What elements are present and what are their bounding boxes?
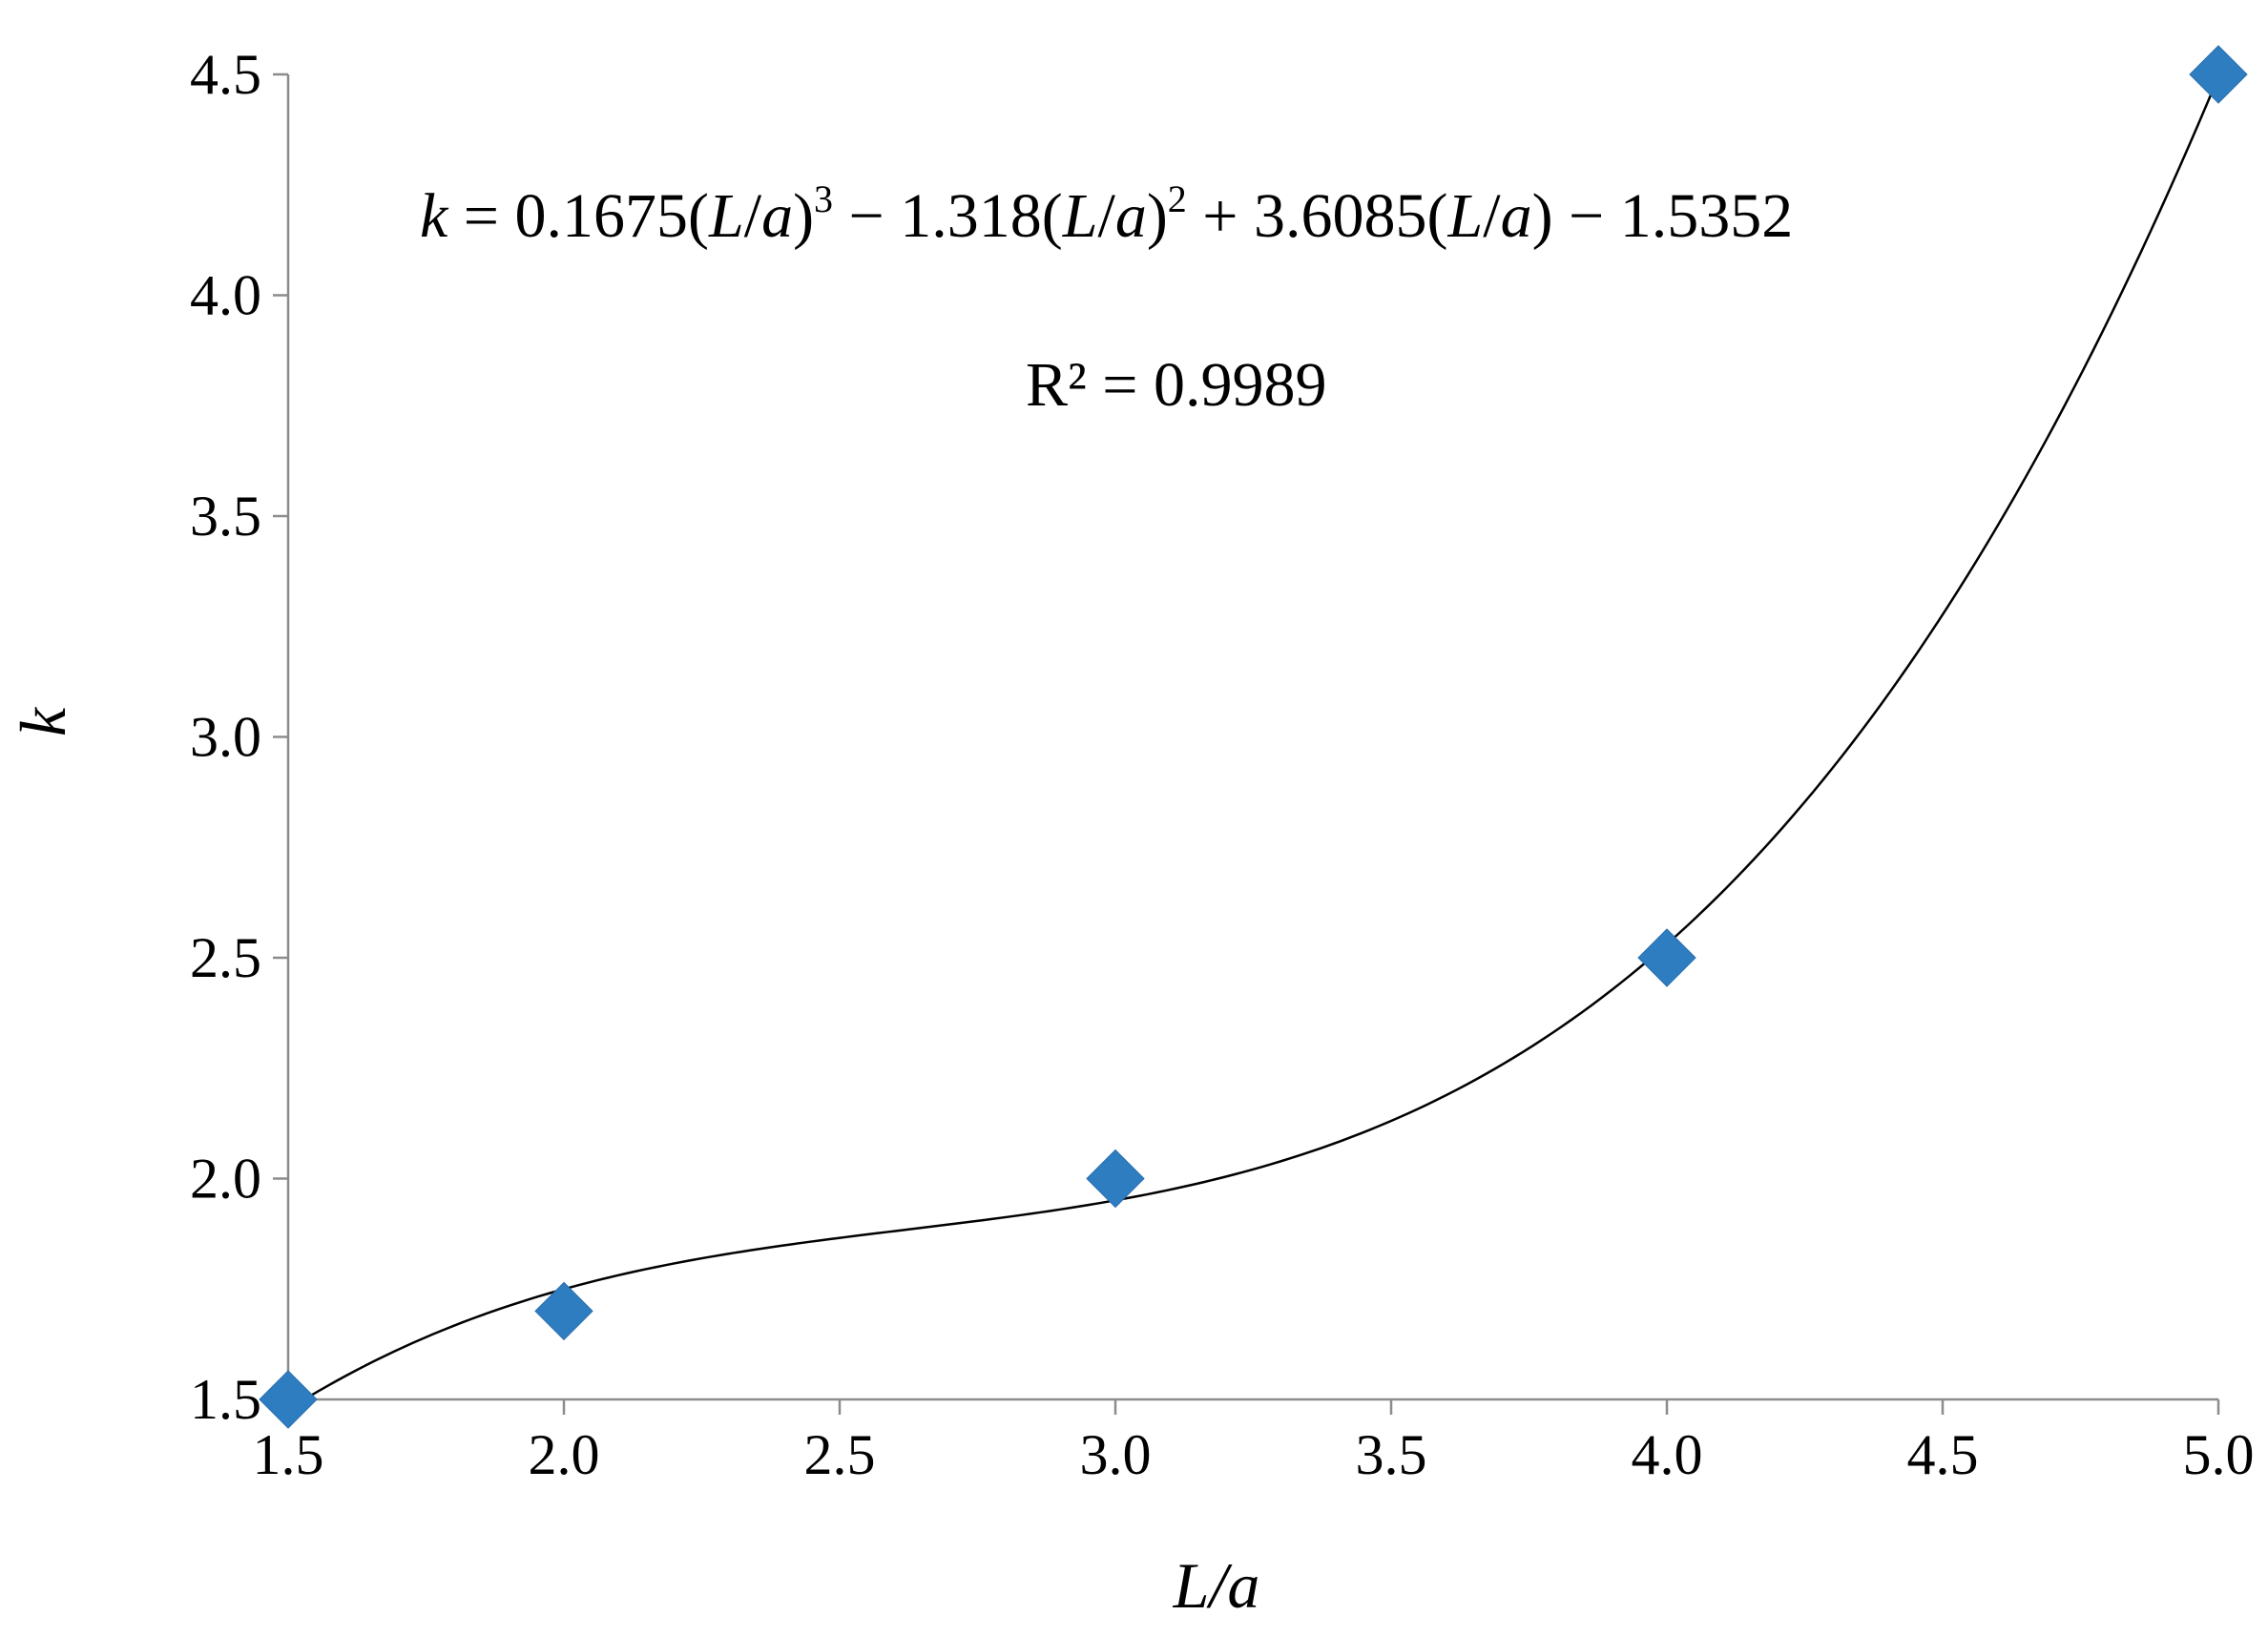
- y-tick-label: 3.5: [190, 485, 261, 548]
- x-tick-label: 2.5: [804, 1423, 876, 1486]
- trendline-equation: k = 0.1675(L/a)3 − 1.318(L/a)2 + 3.6085(…: [420, 177, 1793, 251]
- x-tick-label: 3.5: [1356, 1423, 1427, 1486]
- y-tick-label: 4.0: [190, 264, 261, 327]
- y-tick-label: 3.0: [190, 706, 261, 769]
- axes: [286, 74, 2218, 1401]
- data-point-marker: [1637, 928, 1696, 987]
- y-tick-label: 2.5: [190, 926, 261, 989]
- y-tick-label: 2.0: [190, 1148, 261, 1211]
- data-point-marker: [2189, 45, 2248, 104]
- x-axis-title: L/a: [1173, 1549, 1260, 1622]
- data-markers: [259, 45, 2248, 1429]
- trendline-curve: [287, 75, 2220, 1411]
- data-point-marker: [534, 1281, 593, 1341]
- data-point-marker: [1086, 1149, 1145, 1209]
- y-tick-label: 4.5: [190, 43, 261, 106]
- y-tick-label: 1.5: [190, 1368, 261, 1431]
- data-point-marker: [259, 1370, 318, 1429]
- r-squared-label: R² = 0.9989: [1026, 350, 1327, 420]
- x-tick-label: 5.0: [2183, 1423, 2255, 1486]
- ticks: 1.5 2.0 2.5 3.0 3.5 4.0 4.5 5.0 1.5 2.0 2.5 3.0 3.5 4…: [190, 43, 2255, 1486]
- x-tick-label: 2.0: [529, 1423, 600, 1486]
- y-axis-title: k: [7, 706, 79, 736]
- x-tick-label: 3.0: [1080, 1423, 1152, 1486]
- x-tick-label: 1.5: [253, 1423, 324, 1486]
- x-tick-label: 4.0: [1632, 1423, 1703, 1486]
- x-tick-label: 4.5: [1907, 1423, 1979, 1486]
